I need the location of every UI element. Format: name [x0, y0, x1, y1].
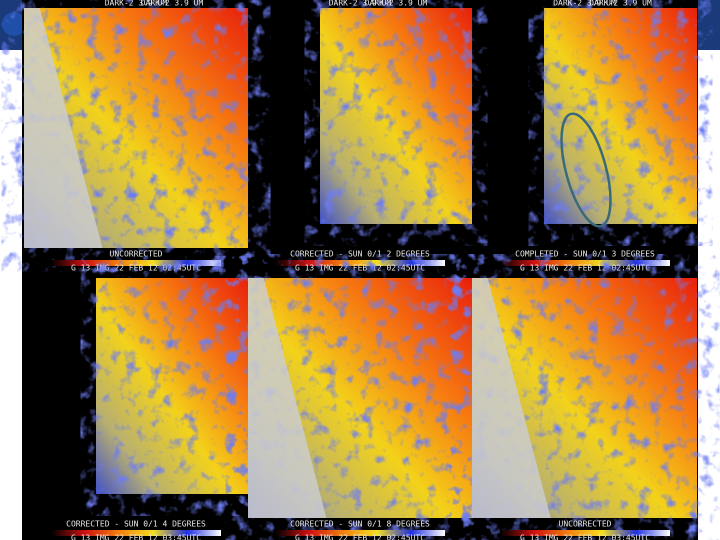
- cloud-texture: [96, 278, 248, 494]
- cloud-texture: [320, 8, 472, 224]
- colorbar: [51, 530, 221, 536]
- top-label: DARK-2 3.9 UM: [553, 0, 616, 8]
- top-label: DARK-2 3.9 UM: [141, 0, 204, 8]
- timestamp: G 13 IMG 22 FEB 12 02:45UTC: [71, 264, 201, 273]
- timestamp: G 13 IMG 22 FEB 12 03:45UTC: [520, 534, 650, 540]
- colorbar: [275, 530, 445, 536]
- caption: UNCORRECTED: [110, 250, 163, 259]
- timestamp: G 13 IMG 22 FEB 12 02:45UTC: [295, 264, 425, 273]
- panels: DARK-2 3.9 UM UNCORRECTED G 13 IMG 22 FEB …: [24, 0, 697, 540]
- top-label: DARK-2 3.9 UM: [329, 0, 392, 8]
- caption: CORRECTED - SUN 0/1 4 DEGREES: [66, 520, 206, 529]
- caption: CORRECTED - SUN 0/1 2 DEGREES: [290, 250, 430, 259]
- colorbar: [51, 260, 221, 266]
- top-label: DARK-2 3.9 UM: [365, 0, 428, 8]
- top-label: DARK-2 3.9 UM: [589, 0, 652, 8]
- caption: CORRECTED - SUN 0/1 8 DEGREES: [290, 520, 430, 529]
- highlight-ellipse: [560, 112, 612, 228]
- timestamp: G 13 IMG 22 FEB 12 03:45UTC: [71, 534, 201, 540]
- top-label: DARK-2 3.9 UM: [105, 0, 168, 8]
- space-noise: [24, 8, 103, 248]
- colorbar: [500, 530, 670, 536]
- colorbar: [500, 260, 670, 266]
- space-noise: [472, 278, 551, 518]
- timestamp: G 13 IMG 22 FEB 12 02:45UTC: [295, 534, 425, 540]
- colorbar: [275, 260, 445, 266]
- caption: UNCORRECTED: [559, 520, 612, 529]
- timestamp: G 13 IMG 22 FEB 12 02:45UTC: [520, 264, 650, 273]
- caption: COMPLETED - SUN 0/1 3 DEGREES: [515, 250, 655, 259]
- logo: [2, 12, 26, 36]
- space-noise: [248, 278, 327, 518]
